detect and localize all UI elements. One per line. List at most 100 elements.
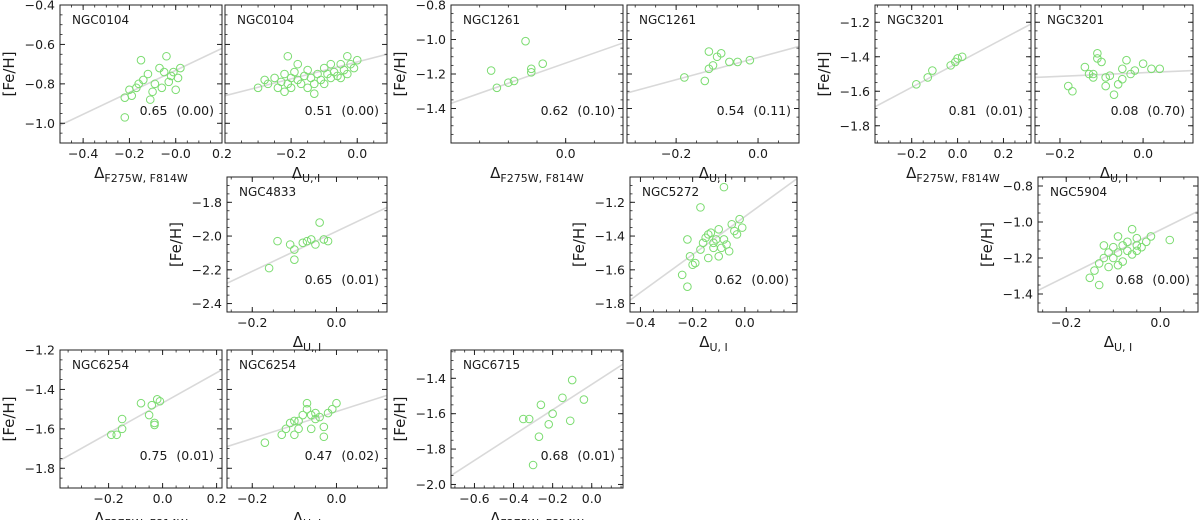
data-point — [1165, 235, 1175, 245]
y-tick-label: −1.6 — [416, 406, 446, 421]
x-tick-label: 0.0 — [1133, 146, 1153, 161]
panel-ngc6715-f275w: −0.6 −0.4 −0.2 0.0 −2.0 −1.8 −1.6 −1.4 NGC6715 0.… — [391, 349, 624, 520]
cluster-name: NGC0104 — [72, 13, 129, 27]
y-tick-label: −1.2 — [416, 67, 446, 82]
x-axis-label: ΔU, I — [1100, 164, 1129, 185]
panel-ngc6254-f275w: −0.2 0.0 0.2 −1.8 −1.6 −1.4 −1.2 NGC6254 0.75 (0.… — [0, 343, 227, 520]
data-point — [336, 73, 346, 83]
x-tick-label: −0.6 — [459, 491, 489, 506]
p-value: (0.01) — [577, 448, 615, 463]
data-point — [1068, 86, 1077, 96]
data-point — [298, 410, 308, 420]
data-point — [136, 398, 146, 408]
data-point — [690, 258, 700, 268]
x-tick-label: 0.0 — [582, 491, 602, 506]
y-tick-label: −2.0 — [416, 477, 446, 492]
delta-symbol: Δ — [94, 164, 105, 182]
x-tick-label: 0.2 — [207, 491, 227, 506]
data-point — [1063, 81, 1073, 91]
data-point — [176, 63, 185, 73]
data-point — [528, 460, 538, 470]
delta-subscript: U, I — [302, 172, 320, 185]
x-tick-label: −0.2 — [1045, 146, 1075, 161]
data-point — [735, 214, 744, 224]
data-point — [112, 430, 121, 440]
fit-line — [1035, 69, 1193, 79]
x-tick-label: −0.0 — [161, 146, 191, 161]
data-point — [745, 55, 755, 65]
delta-symbol: Δ — [293, 509, 304, 520]
x-axis-label: ΔU, I — [293, 333, 322, 354]
delta-symbol: Δ — [1104, 333, 1115, 351]
data-point — [1122, 55, 1131, 65]
data-point — [319, 79, 329, 89]
delta-subscript: F275W, F814W — [500, 172, 584, 185]
data-point — [544, 420, 554, 429]
data-point — [1132, 246, 1142, 256]
delta-symbol: Δ — [293, 333, 304, 351]
x-tick-label: −0.2 — [114, 146, 144, 161]
data-point — [260, 438, 270, 447]
p-value: (0.11) — [753, 103, 791, 118]
data-point — [680, 73, 689, 82]
data-point — [521, 36, 530, 46]
data-point — [276, 77, 286, 87]
plot-frame — [1037, 176, 1199, 313]
data-point — [139, 75, 148, 85]
x-tick-label: 0.0 — [327, 315, 347, 330]
y-tick-label: −1.4 — [595, 229, 625, 244]
data-point — [343, 69, 352, 79]
data-point — [311, 240, 320, 249]
y-axis-label: [Fe/H] — [978, 222, 996, 267]
correlation-label: 0.75 (0.01) — [140, 448, 214, 463]
data-point — [315, 218, 324, 227]
y-tick-label: −1.4 — [416, 101, 446, 116]
y-tick-label: −1.4 — [1003, 287, 1033, 302]
p-value: (0.00) — [176, 103, 214, 118]
plot-frame — [450, 349, 624, 489]
data-point — [714, 225, 724, 234]
y-tick-label: −1.6 — [840, 84, 870, 99]
data-point — [298, 238, 308, 248]
fit-line — [451, 42, 623, 105]
data-point — [1132, 233, 1142, 243]
data-point — [696, 203, 705, 212]
data-point — [1105, 71, 1115, 81]
data-point — [349, 63, 359, 73]
data-point — [714, 252, 724, 261]
y-tick-label: −1.6 — [25, 421, 55, 436]
data-point — [704, 47, 714, 56]
fit-line — [1038, 210, 1198, 292]
x-tick-label: −0.2 — [237, 491, 267, 506]
data-point — [280, 69, 289, 79]
delta-subscript: F275W, F814W — [104, 172, 188, 185]
x-tick-label: 0.0 — [556, 146, 576, 161]
x-axis-label: ΔU, I — [1104, 333, 1133, 354]
data-point — [1080, 62, 1090, 72]
delta-subscript: U, I — [709, 341, 727, 354]
data-point — [280, 87, 289, 97]
panel-ngc3201-f275w: −0.2 0.0 0.2 −1.8 −1.6 −1.4 −1.2 NGC3201 0.81 (0.… — [815, 4, 1032, 185]
data-point — [709, 243, 718, 253]
data-point — [1104, 248, 1113, 257]
delta-subscript: U, I — [303, 517, 321, 520]
x-tick-label: 0.0 — [1150, 315, 1170, 330]
delta-subscript: U, I — [1114, 341, 1132, 354]
data-point — [716, 49, 726, 58]
correlation-label: 0.54 (0.11) — [717, 103, 791, 118]
data-point — [1113, 232, 1123, 241]
p-value: (0.01) — [341, 272, 379, 287]
data-point — [1088, 73, 1098, 82]
y-tick-label: −1.0 — [416, 32, 446, 47]
y-tick-label: −1.4 — [25, 382, 55, 397]
data-point — [1130, 66, 1140, 75]
x-tick-label: −0.4 — [68, 146, 98, 161]
correlation-value: 0.47 — [305, 448, 333, 463]
correlation-label: 0.08 (0.70) — [1111, 103, 1185, 118]
data-point — [1113, 80, 1123, 89]
data-point — [303, 65, 312, 75]
delta-subscript: U, I — [1110, 172, 1128, 185]
y-axis-label: [Fe/H] — [167, 222, 185, 267]
delta-symbol: Δ — [490, 509, 501, 520]
data-point — [147, 400, 157, 410]
